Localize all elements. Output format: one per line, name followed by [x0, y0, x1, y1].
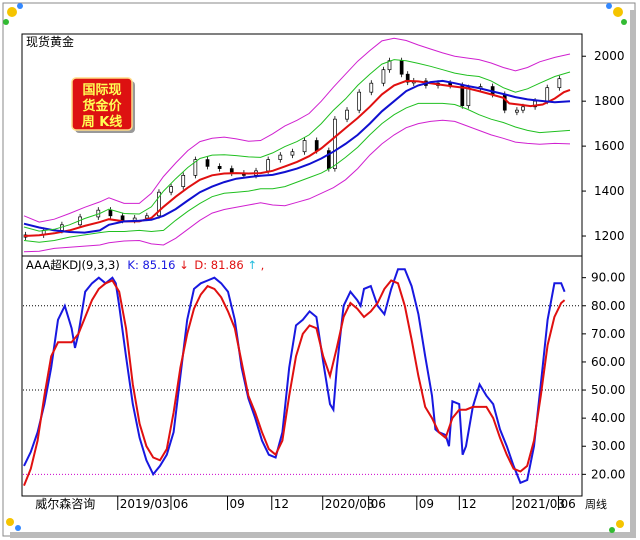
candle-body [466, 87, 471, 107]
candle-body [108, 209, 113, 217]
badge-line-3: 周 K线 [82, 114, 123, 130]
price-badge: 国际现 货金价 周 K线 [71, 77, 135, 133]
candle-body [193, 159, 198, 176]
lower-y-axis: 90.00 80.00 70.00 60.00 50.00 40.00 30.00 20.00 [582, 271, 625, 481]
x-tick-label: 2020/03 [325, 497, 375, 511]
candle-body [120, 215, 125, 221]
bottom-left-sparkle-icon [6, 518, 21, 531]
series-bb_green_lower [23, 102, 571, 243]
candle-body [399, 60, 404, 75]
bottom-right-sparkle-icon [609, 520, 624, 533]
candle-body [357, 91, 362, 111]
candle-body [369, 82, 374, 93]
candle-body [557, 78, 562, 89]
candle-body [333, 118, 337, 169]
kdj-legend-suffix: , [261, 258, 265, 272]
candle-body [405, 73, 410, 83]
x-tick-label: 09 [230, 497, 245, 511]
candle-body [217, 166, 222, 169]
candle-body [381, 69, 386, 84]
lower-ytick-label: 50.00 [591, 383, 625, 397]
kdj-line-d [23, 279, 566, 486]
candle-body [290, 151, 295, 156]
upper-y-axis: 2000 1800 1600 1400 1200 [582, 49, 625, 243]
x-tick-label: 06 [173, 497, 188, 511]
bottom-shadow [10, 532, 636, 538]
lower-ytick-label: 60.00 [591, 355, 625, 369]
candle-body [205, 159, 210, 167]
candle-body [266, 159, 271, 172]
x-tick-label: 06 [560, 497, 575, 511]
lower-ytick-label: 90.00 [591, 271, 625, 285]
candle-body [521, 106, 525, 111]
lower-ytick-label: 40.00 [591, 411, 625, 425]
x-tick-label: 2021/03 [515, 497, 565, 511]
series-bb_green_upper [23, 59, 571, 232]
candle-body [502, 94, 507, 111]
upper-ytick-label: 1600 [594, 139, 625, 153]
x-tick-label: 威尔森咨询 [35, 496, 95, 511]
kdj-line-k [23, 268, 566, 485]
series-bb_magenta_lower [23, 119, 571, 253]
upper-ytick-label: 1800 [594, 94, 625, 108]
lower-ytick-label: 30.00 [591, 439, 625, 453]
kdj-legend-k-arrow: ↓ [179, 258, 189, 272]
candle-body [314, 140, 319, 151]
right-shadow [630, 10, 636, 538]
badge-line-2: 货金价 [82, 98, 122, 114]
candle-body [278, 154, 283, 160]
top-right-sparkle-icon [606, 3, 627, 25]
candle-body [515, 109, 519, 113]
series-ma_blue [23, 79, 571, 234]
upper-ytick-label: 1400 [594, 184, 625, 198]
kdj-series [23, 268, 566, 486]
x-tick-label: 09 [419, 497, 434, 511]
x-tick-label: 06 [371, 497, 386, 511]
kdj-legend-prefix: AAA超KDJ(9,3,3) [26, 258, 120, 272]
candle-body [169, 186, 173, 193]
lower-ytick-label: 20.00 [591, 467, 625, 481]
candle-body [157, 191, 161, 217]
lower-ytick-label: 70.00 [591, 327, 625, 341]
x-tick-label: 2019/03 [120, 497, 170, 511]
upper-price-series [23, 37, 571, 253]
x-tick-label: 12 [274, 497, 289, 511]
upper-ytick-label: 2000 [594, 49, 625, 63]
kdj-legend-d-arrow: ↑ [247, 258, 257, 272]
period-label: 周线 [585, 497, 607, 511]
candle-body [545, 87, 550, 102]
kdj-reference-lines [23, 305, 581, 475]
lower-ytick-label: 80.00 [591, 299, 625, 313]
kdj-legend-d: D: 81.86 [194, 258, 243, 272]
window-title: 现货黄金 [26, 34, 74, 49]
candle-body [345, 109, 349, 120]
kdj-legend: AAA超KDJ(9,3,3) K: 85.16 ↓ D: 81.86 ↑ , [26, 258, 264, 272]
x-tick-label: 12 [461, 497, 476, 511]
kdj-legend-k: K: 85.16 [127, 258, 175, 272]
candle-body [302, 140, 307, 153]
upper-ytick-label: 1200 [594, 229, 625, 243]
candle-body [181, 174, 186, 187]
candle-body [387, 60, 392, 71]
badge-line-1: 国际现 [82, 83, 121, 98]
series-bb_magenta_upper [23, 37, 571, 223]
candle-body [144, 215, 149, 219]
top-left-sparkle-icon [3, 3, 23, 25]
